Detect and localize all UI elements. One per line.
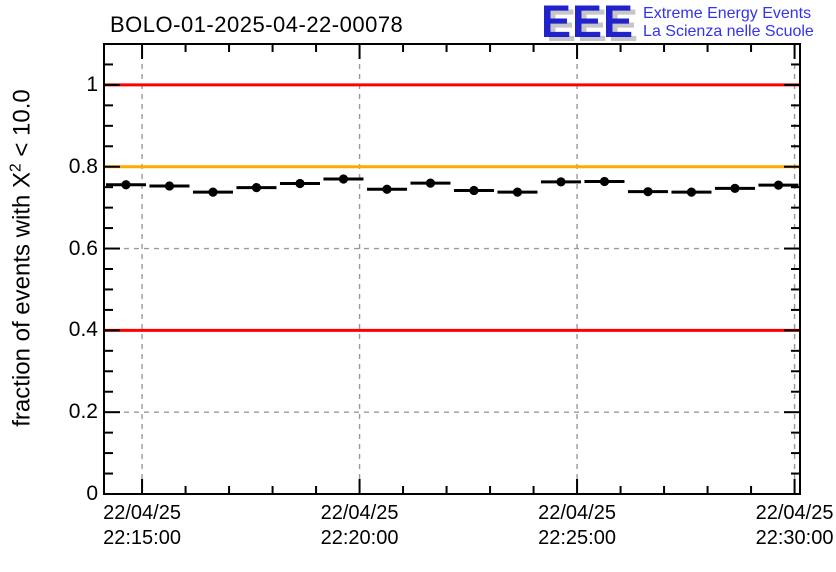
data-point-marker (730, 183, 740, 194)
eee-logo: EEE Extreme Energy Events La Scienza nel… (541, 0, 814, 47)
eee-logo-line1: Extreme Energy Events (643, 5, 812, 22)
x-tick-time: 22:30:00 (755, 527, 834, 549)
data-point-marker (382, 184, 392, 194)
data-point-marker (425, 178, 436, 188)
y-tick-label: 0.4 (68, 318, 98, 342)
eee-logo-line2: La Scienza nelle Scuole (643, 23, 814, 40)
data-point-marker (338, 174, 349, 184)
x-tick-label: 22/04/25 22:15:00 (72, 501, 212, 551)
data-point-marker (164, 181, 175, 191)
data-point-marker (469, 185, 479, 196)
y-axis-title-sup: 2 (7, 163, 25, 172)
y-tick-label: 0.2 (68, 400, 98, 424)
x-tick-label: 22/04/25 22:20:00 (290, 501, 430, 551)
data-point-marker (643, 187, 653, 197)
x-tick-date: 22/04/25 (755, 502, 834, 524)
y-tick-label: 0.8 (68, 154, 98, 178)
x-tick-time: 22:20:00 (320, 527, 399, 549)
plot-svg (103, 43, 801, 495)
y-tick-label: 0.6 (68, 236, 98, 260)
x-tick-label: 22/04/25 22:25:00 (507, 501, 647, 551)
y-axis-title-suffix: < 10.0 (8, 89, 36, 164)
plot-frame (103, 43, 801, 495)
x-tick-time: 22:15:00 (103, 527, 181, 549)
eee-logo-text: Extreme Energy Events La Scienza nelle S… (643, 5, 814, 41)
y-tick-label: 1 (86, 72, 98, 96)
data-point-marker (251, 182, 262, 193)
x-tick-date: 22/04/25 (103, 502, 181, 524)
x-tick-label: 22/04/25 22:30:00 (725, 501, 836, 551)
plot-title: BOLO-01-2025-04-22-00078 (110, 12, 404, 37)
data-point-marker (512, 187, 523, 197)
eee-logo-acronym: EEE (541, 0, 635, 47)
y-axis-title: fraction of events with X2 < 10.0 (8, 89, 37, 427)
x-tick-time: 22:25:00 (538, 527, 616, 549)
x-tick-date: 22/04/25 (538, 502, 616, 524)
x-tick-date: 22/04/25 (320, 502, 399, 524)
data-point-marker (295, 178, 305, 189)
y-tick-label: 0 (86, 482, 98, 505)
data-point-marker (208, 187, 218, 197)
plot-area (103, 43, 801, 495)
data-point-marker (599, 176, 610, 187)
data-point-marker (686, 187, 697, 197)
data-point-marker (773, 180, 784, 190)
data-point-marker (121, 180, 131, 190)
y-axis-title-prefix: fraction of events with X (8, 171, 36, 427)
data-point-marker (556, 177, 566, 187)
